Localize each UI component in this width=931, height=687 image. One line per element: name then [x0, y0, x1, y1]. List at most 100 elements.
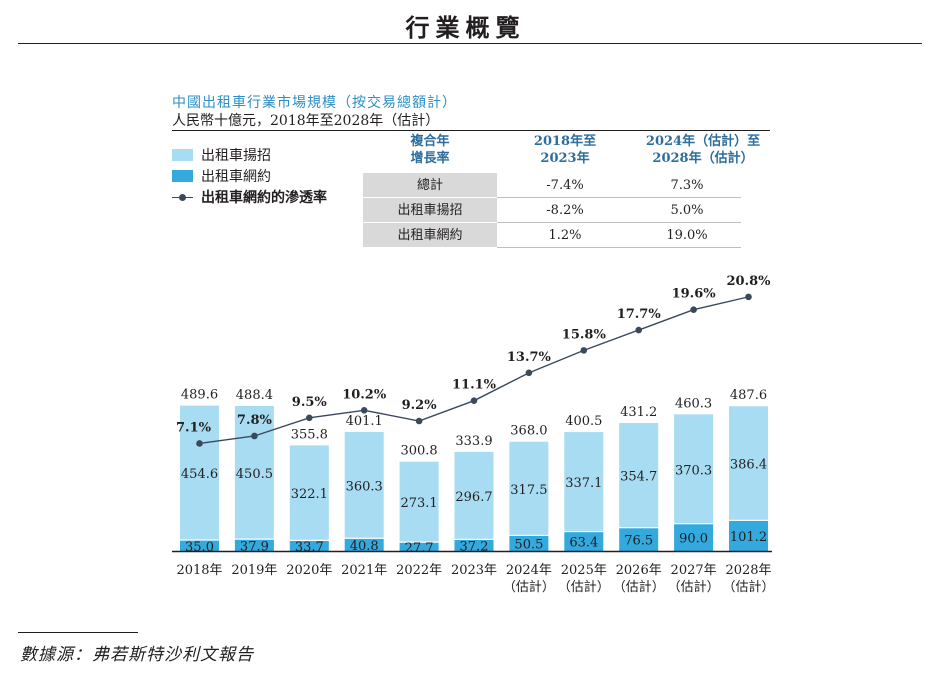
- cagr-value: 1.2%: [497, 223, 633, 248]
- cagr-row-label: 出租車揚招: [363, 198, 497, 223]
- x-tick-label: 2018年: [176, 563, 222, 578]
- x-tick-note: （估計）: [558, 579, 610, 595]
- bar-hail-label: 386.4: [730, 458, 767, 473]
- bar-online: [674, 524, 714, 551]
- penetration-point: [470, 397, 478, 404]
- penetration-label: 7.1%: [176, 420, 212, 435]
- cagr-row-label: 總計: [363, 173, 497, 198]
- bar-total-label: 368.0: [510, 424, 547, 439]
- legend-swatch-hail: [172, 148, 193, 161]
- x-tick-note: （估計）: [503, 579, 555, 595]
- x-tick-label: 2024年: [506, 563, 552, 578]
- data-source-note: 數據源：弗若斯特沙利文報告: [20, 645, 254, 665]
- bar-online-label: 101.2: [730, 530, 767, 545]
- cagr-row-hail: 出租車揚招 -8.2% 5.0%: [363, 198, 773, 223]
- x-tick-label: 2028年: [725, 563, 771, 578]
- x-tick-label: 2023年: [451, 563, 497, 578]
- bar-hail-label: 296.7: [455, 490, 492, 505]
- bar-online: [289, 540, 329, 551]
- bar-total-label: 489.6: [181, 388, 218, 403]
- bar-online-label: 90.0: [679, 532, 708, 547]
- bar-hail-label: 454.6: [181, 467, 218, 482]
- bar-hail: [289, 445, 329, 540]
- cagr-value: 5.0%: [633, 198, 741, 223]
- bar-hail-label: 370.3: [675, 463, 712, 478]
- chart-legend: 出租車揚招 出租車網約 出租車網約的滲透率: [172, 144, 327, 207]
- bar-total-label: 460.3: [675, 396, 712, 411]
- penetration-point: [635, 326, 642, 334]
- bar-hail: [399, 461, 439, 542]
- penetration-point: [690, 306, 697, 314]
- bar-online: [180, 540, 219, 551]
- penetration-label: 13.7%: [507, 350, 552, 365]
- cagr-value: 7.3%: [633, 173, 741, 198]
- bar-hail: [564, 432, 604, 531]
- penetration-label: 11.1%: [452, 378, 497, 393]
- cagr-header-period-2: 2024年（估計）至 2028年（估計）: [645, 134, 761, 166]
- penetration-point: [580, 347, 588, 354]
- penetration-label: 9.2%: [402, 398, 438, 413]
- penetration-label: 20.8%: [726, 274, 771, 289]
- bar-online-label: 37.9: [240, 539, 269, 554]
- chart-header-divider: [172, 130, 770, 131]
- source-divider: [18, 632, 138, 633]
- bar-total-label: 401.1: [346, 414, 383, 429]
- bar-hail: [619, 422, 659, 528]
- cagr-table: 複合年 增長率 2018年至 2023年 2024年（估計）至 2028年（估計…: [363, 133, 773, 248]
- legend-item-online: 出租車網約: [172, 165, 327, 186]
- cagr-header-label: 複合年 增長率: [410, 134, 450, 166]
- penetration-label: 15.8%: [562, 327, 607, 342]
- x-tick-label: 2020年: [286, 563, 332, 578]
- legend-item-penetration: 出租車網約的滲透率: [172, 186, 327, 207]
- page-title: 行業概覽: [405, 13, 526, 42]
- bar-online: [399, 542, 439, 551]
- bar-hail: [454, 451, 494, 539]
- bar-total-label: 431.2: [620, 405, 657, 420]
- bar-hail-label: 354.7: [620, 470, 657, 485]
- bar-online-label: 27.7: [405, 541, 434, 556]
- bar-online-label: 76.5: [624, 534, 653, 549]
- bar-total-label: 300.8: [400, 444, 437, 459]
- penetration-label: 19.6%: [672, 287, 717, 302]
- bar-hail-label: 273.1: [400, 496, 437, 511]
- x-tick-label: 2027年: [671, 563, 717, 578]
- bar-hail: [180, 405, 219, 540]
- penetration-label: 9.5%: [292, 395, 328, 410]
- cagr-value: -8.2%: [497, 198, 633, 223]
- penetration-line: [199, 296, 749, 445]
- x-tick-label: 2019年: [231, 563, 277, 578]
- bar-total-label: 355.8: [291, 427, 328, 442]
- chart-title: 中國出租車行業市場規模（按交易總額計）: [172, 95, 457, 111]
- bar-total-label: 400.5: [565, 414, 602, 429]
- x-tick-label: 2026年: [616, 563, 662, 578]
- legend-swatch-online: [172, 169, 193, 182]
- bar-online: [234, 539, 274, 551]
- legend-label-penetration: 出租車網約的滲透率: [201, 189, 327, 206]
- x-tick-note: （估計）: [668, 579, 720, 595]
- x-tick-label: 2022年: [396, 563, 442, 578]
- penetration-point: [251, 432, 258, 440]
- legend-item-hail: 出租車揚招: [172, 144, 327, 165]
- bar-hail-label: 322.1: [291, 487, 328, 502]
- bar-online-label: 33.7: [295, 540, 324, 555]
- penetration-label: 17.7%: [617, 307, 662, 322]
- penetration-point: [360, 407, 368, 414]
- bar-online: [729, 520, 768, 551]
- cagr-row-total: 總計 -7.4% 7.3%: [363, 173, 773, 198]
- cagr-value: 19.0%: [633, 223, 741, 248]
- bar-online-label: 35.0: [185, 540, 214, 555]
- bar-hail: [234, 405, 274, 539]
- penetration-point: [196, 440, 203, 447]
- bar-hail-label: 317.5: [510, 483, 547, 498]
- bar-hail: [729, 406, 768, 520]
- bar-online: [344, 538, 384, 551]
- bar-hail: [509, 441, 549, 535]
- cagr-table-header: 複合年 增長率 2018年至 2023年 2024年（估計）至 2028年（估計…: [363, 133, 773, 173]
- bar-hail: [344, 431, 384, 538]
- penetration-point: [525, 369, 533, 377]
- penetration-label: 7.8%: [237, 413, 273, 428]
- x-tick-label: 2021年: [341, 563, 387, 578]
- cagr-header-period-1: 2018年至 2023年: [533, 134, 597, 166]
- bar-online: [454, 539, 494, 551]
